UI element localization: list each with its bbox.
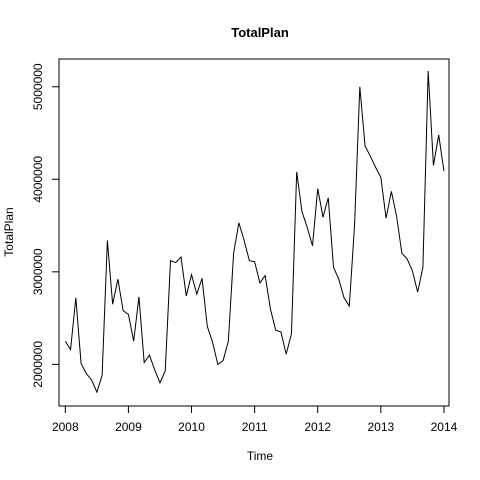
plot-box xyxy=(58,58,450,407)
y-tick-label: 4000000 xyxy=(31,156,45,203)
chart-title: TotalPlan xyxy=(231,25,289,40)
y-tick-label: 2000000 xyxy=(31,341,45,388)
x-tick-label: 2012 xyxy=(304,420,331,434)
y-tick-label: 5000000 xyxy=(31,63,45,110)
x-tick-label: 2013 xyxy=(367,420,394,434)
series-line xyxy=(64,71,445,394)
y-axis-label: TotalPlan xyxy=(2,207,16,256)
x-tick-label: 2008 xyxy=(52,420,79,434)
y-tick-label: 3000000 xyxy=(31,248,45,295)
x-axis-label: Time xyxy=(247,449,274,463)
x-tick-label: 2014 xyxy=(431,420,458,434)
x-tick-label: 2009 xyxy=(115,420,142,434)
x-axis: 2008 2009 2010 2011 2012 2013 2014 xyxy=(52,405,458,434)
x-tick-label: 2011 xyxy=(242,420,268,434)
x-tick-label: 2010 xyxy=(178,420,205,434)
y-axis: 2000000 3000000 4000000 5000000 xyxy=(31,63,60,388)
